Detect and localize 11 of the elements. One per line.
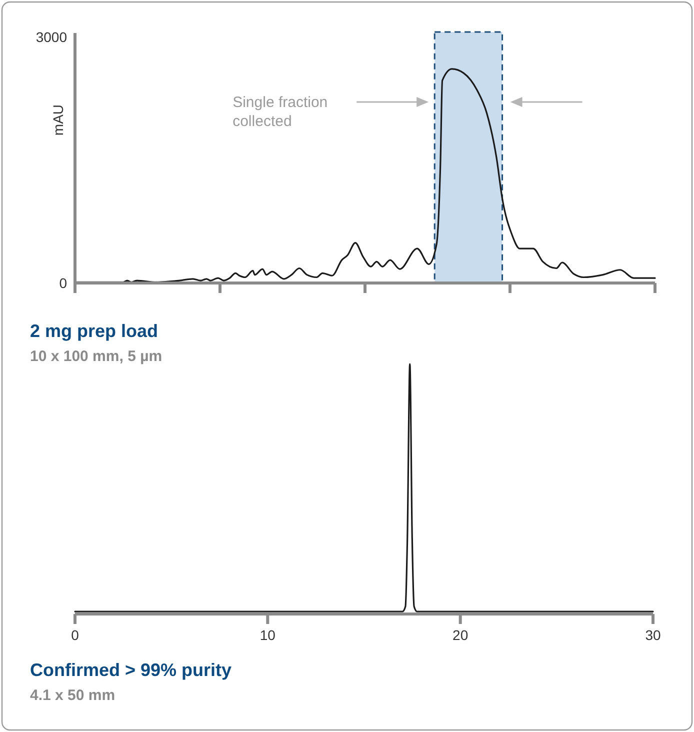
text: 10 x 100 mm, 5 µm <box>30 348 162 365</box>
y-axis-title: mAU <box>50 104 66 136</box>
text: 2 mg prep load <box>30 321 158 341</box>
annotation: Single fraction collected <box>232 94 328 130</box>
x-tick-label: 20 <box>452 627 468 643</box>
text: 4.1 x 50 mm <box>30 687 116 704</box>
text: Confirmed > 99% purity <box>30 660 232 680</box>
y-tick-label: 3000 <box>36 29 68 45</box>
x-tick-label: 10 <box>260 627 276 643</box>
x-tick-label: 0 <box>71 627 80 643</box>
x-tick-label: 30 <box>645 627 661 643</box>
